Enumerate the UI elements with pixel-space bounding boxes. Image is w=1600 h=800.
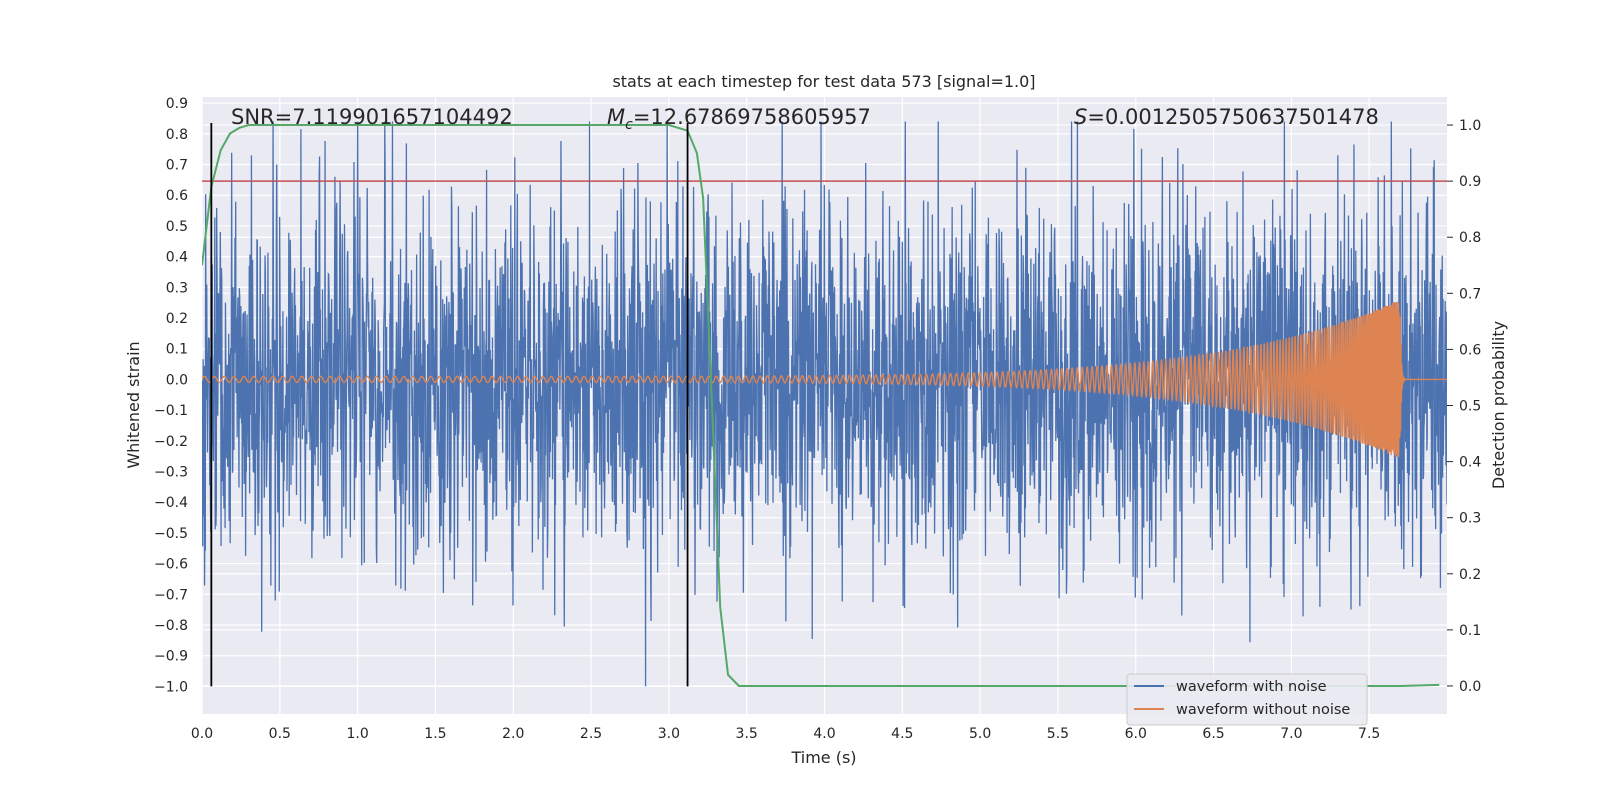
chirp-mass-subscript: c	[625, 117, 633, 133]
x-tick-label: 4.0	[813, 726, 835, 742]
x-tick-label: 0.5	[269, 726, 291, 742]
x-tick-label: 3.5	[736, 726, 758, 742]
s-statistic-symbol: S	[1074, 105, 1087, 129]
y-right-tick-label: 0.2	[1459, 567, 1481, 583]
y-tick-label: −0.3	[154, 464, 188, 480]
chirp-mass-value: =12.67869758605957	[633, 105, 871, 129]
waveform-with-noise-line	[202, 121, 1447, 687]
y-tick-label: −1.0	[154, 679, 188, 695]
y-tick-label: −0.2	[154, 434, 188, 450]
y-tick-label: 0.7	[166, 158, 188, 174]
x-tick-label: 7.5	[1358, 726, 1380, 742]
y-right-tick-label: 0.4	[1459, 455, 1481, 471]
y-right-tick-label: 0.5	[1459, 399, 1481, 415]
y-tick-label: 0.6	[166, 188, 188, 204]
x-tick-label: 5.0	[969, 726, 991, 742]
y-tick-label: 0.4	[166, 250, 188, 266]
y-tick-label: 0.2	[166, 311, 188, 327]
y-tick-label: −0.5	[154, 526, 188, 542]
y-right-tick-label: 0.9	[1459, 174, 1481, 190]
s-statistic-value: =0.0012505750637501478	[1087, 105, 1379, 129]
y-axis-label: Whitened strain	[124, 341, 143, 468]
x-tick-label: 6.5	[1202, 726, 1224, 742]
waveform-without-noise-line	[202, 301, 1447, 457]
y-tick-label: 0.8	[166, 127, 188, 143]
y-right-tick-label: 1.0	[1459, 118, 1481, 134]
vertical-markers	[210, 123, 689, 687]
y-right-axis-ticks: 1.0 0.9 0.8 0.7 0.6 0.5 0.4 0.3 0.2 0.1 0.0	[1447, 118, 1481, 695]
x-tick-label: 1.0	[346, 726, 368, 742]
x-tick-label: 0.0	[191, 726, 213, 742]
x-axis-label: Time (s)	[790, 748, 856, 767]
y-tick-label: 0.3	[166, 280, 188, 296]
y-tick-label: 0.0	[166, 372, 188, 388]
y-right-tick-label: 0.0	[1459, 679, 1481, 695]
legend-label-clean: waveform without noise	[1176, 702, 1350, 718]
y-right-tick-label: 0.7	[1459, 286, 1481, 302]
x-tick-label: 7.0	[1280, 726, 1302, 742]
s-statistic-annotation: S=0.0012505750637501478	[1074, 105, 1379, 129]
y-tick-label: −0.6	[154, 557, 188, 573]
x-tick-label: 2.0	[502, 726, 524, 742]
plot-content	[202, 121, 1447, 687]
chirp-mass-symbol: M	[607, 105, 625, 129]
y-right-axis-label: Detection probability	[1489, 321, 1508, 489]
chart-title: stats at each timestep for test data 573…	[612, 72, 1035, 91]
x-tick-label: 3.0	[658, 726, 680, 742]
x-tick-label: 5.5	[1047, 726, 1069, 742]
y-tick-label: 0.9	[166, 96, 188, 112]
y-tick-label: −0.7	[154, 587, 188, 603]
y-right-tick-label: 0.1	[1459, 623, 1481, 639]
chirp-mass-annotation: Mc=12.67869758605957	[607, 105, 871, 133]
x-tick-label: 4.5	[891, 726, 913, 742]
y-tick-label: −0.8	[154, 618, 188, 634]
y-tick-label: 0.5	[166, 219, 188, 235]
y-tick-label: 0.1	[166, 342, 188, 358]
y-tick-label: −0.1	[154, 403, 188, 419]
y-tick-label: −0.4	[154, 495, 188, 511]
x-tick-label: 6.0	[1125, 726, 1147, 742]
x-tick-label: 1.5	[424, 726, 446, 742]
legend-label-noise: waveform with noise	[1176, 679, 1327, 695]
legend: waveform with noise waveform without noi…	[1126, 673, 1368, 726]
y-tick-label: −0.9	[154, 649, 188, 665]
legend-box	[1126, 673, 1368, 726]
y-axis-ticks: 0.9 0.8 0.7 0.6 0.5 0.4 0.3 0.2 0.1 0.0 −0.1 −0.2 −0…	[154, 96, 188, 695]
snr-annotation: SNR=7.119901657104492	[231, 105, 513, 129]
y-right-tick-label: 0.6	[1459, 342, 1481, 358]
x-tick-label: 2.5	[580, 726, 602, 742]
y-right-tick-label: 0.8	[1459, 230, 1481, 246]
y-right-tick-label: 0.3	[1459, 511, 1481, 527]
x-axis-ticks: 0.0 0.5 1.0 1.5 2.0 2.5 3.0 3.5 4.0 4.5 5.0 5.5 6.0 6…	[191, 726, 1380, 742]
